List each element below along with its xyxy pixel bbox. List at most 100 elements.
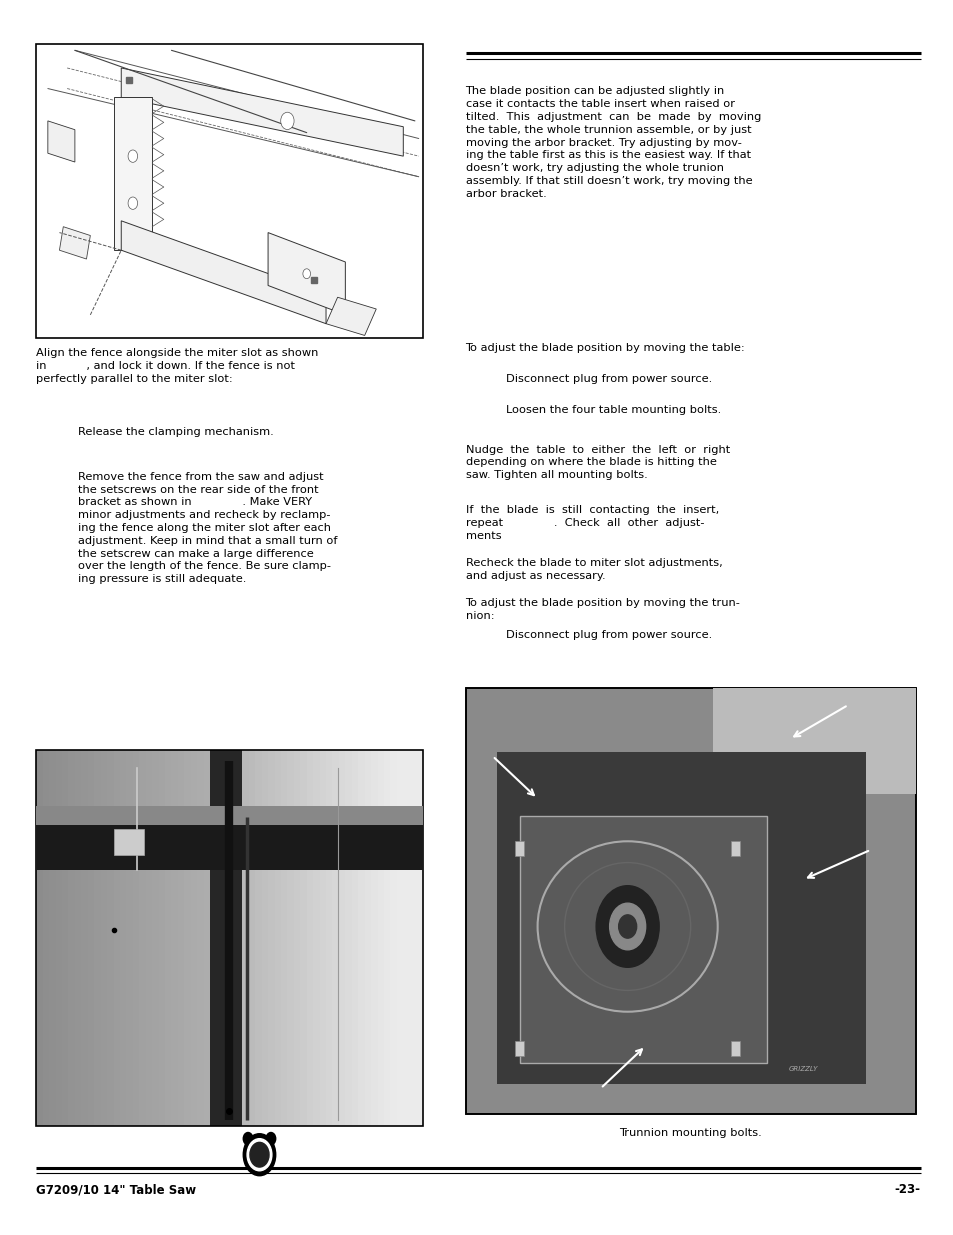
Circle shape: [128, 149, 137, 162]
Circle shape: [266, 1132, 275, 1145]
Bar: [132, 750, 139, 1126]
Bar: [172, 750, 178, 1126]
Bar: [36, 825, 422, 871]
Bar: [36, 750, 422, 1126]
Circle shape: [128, 198, 137, 210]
Bar: [294, 750, 300, 1126]
Text: Align the fence alongside the miter slot as shown
in           , and lock it dow: Align the fence alongside the miter slot…: [36, 348, 318, 384]
Bar: [152, 750, 158, 1126]
Polygon shape: [48, 121, 75, 162]
Bar: [197, 750, 204, 1126]
Bar: [191, 750, 197, 1126]
Bar: [107, 750, 113, 1126]
Polygon shape: [268, 232, 345, 315]
Bar: [139, 750, 146, 1126]
Text: If  the  blade  is  still  contacting  the  insert,
repeat              .  Check: If the blade is still contacting the ins…: [465, 505, 718, 541]
Bar: [69, 750, 75, 1126]
Bar: [268, 750, 274, 1126]
Circle shape: [250, 1142, 269, 1167]
Text: Nudge  the  table  to  either  the  left  or  right
depending on where the blade: Nudge the table to either the left or ri…: [465, 445, 729, 480]
Bar: [146, 750, 152, 1126]
Circle shape: [596, 885, 659, 967]
Bar: [36, 44, 422, 338]
Bar: [377, 750, 383, 1126]
Bar: [204, 750, 210, 1126]
Bar: [371, 750, 377, 1126]
Polygon shape: [59, 227, 91, 259]
Bar: [120, 750, 126, 1126]
Bar: [261, 750, 268, 1126]
Text: Release the clamping mechanism.: Release the clamping mechanism.: [78, 427, 274, 437]
Bar: [210, 750, 216, 1126]
Bar: [101, 750, 107, 1126]
Text: Remove the fence from the saw and adjust
the setscrews on the rear side of the f: Remove the fence from the saw and adjust…: [78, 472, 337, 584]
Bar: [43, 750, 49, 1126]
Circle shape: [302, 269, 310, 279]
Bar: [515, 1041, 524, 1056]
Bar: [338, 750, 345, 1126]
Bar: [113, 829, 144, 855]
Bar: [345, 750, 352, 1126]
Bar: [730, 841, 740, 856]
Bar: [36, 750, 43, 1126]
Bar: [383, 750, 390, 1126]
Bar: [55, 750, 62, 1126]
Bar: [94, 750, 101, 1126]
Circle shape: [247, 1139, 272, 1171]
Bar: [280, 750, 287, 1126]
Polygon shape: [121, 221, 326, 324]
Bar: [242, 750, 249, 1126]
Text: Disconnect plug from power source.: Disconnect plug from power source.: [505, 374, 711, 384]
Bar: [249, 750, 254, 1126]
Bar: [396, 750, 403, 1126]
Bar: [319, 750, 326, 1126]
Bar: [519, 816, 766, 1063]
Circle shape: [609, 903, 645, 950]
Text: To adjust the blade position by moving the trun-
nion:: To adjust the blade position by moving t…: [465, 598, 740, 620]
Text: Trunnion mounting bolts.: Trunnion mounting bolts.: [618, 1128, 761, 1137]
Circle shape: [243, 1134, 275, 1176]
Bar: [126, 750, 132, 1126]
Bar: [313, 750, 319, 1126]
Bar: [730, 1041, 740, 1056]
Bar: [184, 750, 191, 1126]
Bar: [36, 806, 422, 825]
Bar: [255, 750, 261, 1126]
Bar: [223, 750, 229, 1126]
Bar: [300, 750, 306, 1126]
Text: G7209/10 14" Table Saw: G7209/10 14" Table Saw: [36, 1183, 196, 1197]
Text: Disconnect plug from power source.: Disconnect plug from power source.: [505, 630, 711, 640]
Text: The blade position can be adjusted slightly in
case it contacts the table insert: The blade position can be adjusted sligh…: [465, 86, 760, 199]
Bar: [358, 750, 364, 1126]
Polygon shape: [121, 68, 403, 156]
Bar: [409, 750, 416, 1126]
Bar: [216, 750, 223, 1126]
Bar: [390, 750, 396, 1126]
Bar: [235, 750, 242, 1126]
Bar: [177, 750, 184, 1126]
Bar: [74, 750, 81, 1126]
Bar: [50, 750, 55, 1126]
Bar: [165, 750, 172, 1126]
Bar: [333, 750, 338, 1126]
Circle shape: [618, 915, 636, 939]
Text: Recheck the blade to miter slot adjustments,
and adjust as necessary.: Recheck the blade to miter slot adjustme…: [465, 558, 721, 580]
Text: To adjust the blade position by moving the table:: To adjust the blade position by moving t…: [465, 343, 744, 353]
Bar: [62, 750, 69, 1126]
Polygon shape: [113, 98, 152, 251]
Bar: [713, 688, 915, 794]
Circle shape: [243, 1132, 253, 1145]
Bar: [158, 750, 165, 1126]
Bar: [113, 750, 120, 1126]
Circle shape: [280, 112, 294, 130]
Bar: [229, 750, 235, 1126]
Text: -23-: -23-: [894, 1183, 920, 1197]
Text: Loosen the four table mounting bolts.: Loosen the four table mounting bolts.: [505, 405, 720, 415]
Bar: [465, 688, 915, 1114]
Bar: [465, 688, 915, 1114]
Text: GRIZZLY: GRIZZLY: [788, 1066, 817, 1072]
Bar: [352, 750, 357, 1126]
Bar: [515, 841, 524, 856]
Bar: [287, 750, 294, 1126]
Bar: [416, 750, 422, 1126]
